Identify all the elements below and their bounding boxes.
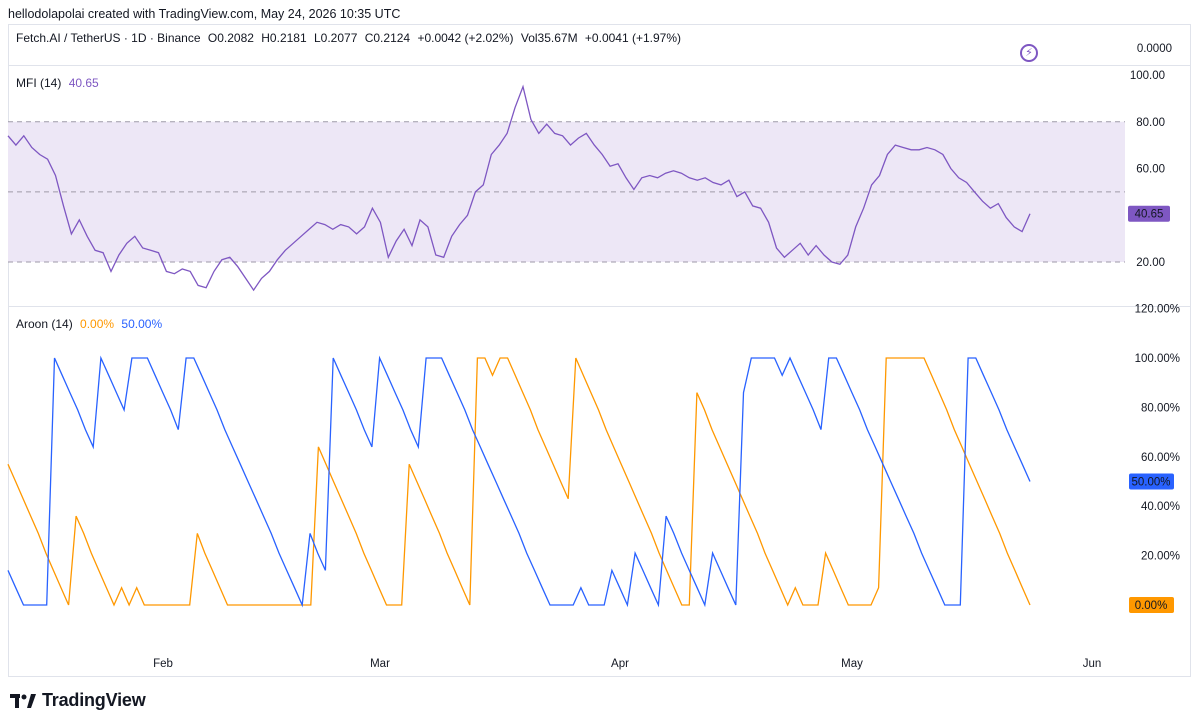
mfi-axis-tick: 60.00	[1136, 164, 1165, 176]
ohlc-close: C0.2124	[364, 31, 411, 45]
tradingview-logo-icon	[10, 692, 36, 710]
aroon-up-line	[7, 357, 1031, 607]
price-axis-label: 0.0000	[1137, 43, 1172, 55]
price-change: +0.0042 (+2.02%)	[417, 31, 514, 45]
chart-frame	[8, 24, 1191, 677]
time-axis-tick: Apr	[611, 658, 629, 670]
aroon-down-value: 50.00%	[121, 317, 163, 331]
pane-separator[interactable]	[8, 65, 1191, 66]
time-axis-tick: Jun	[1083, 658, 1102, 670]
mfi-price-tag-label: 40.65	[1135, 209, 1164, 221]
mfi-axis-tick: 100.00	[1130, 70, 1165, 82]
mfi-legend[interactable]: MFI (14) 40.65	[16, 76, 103, 90]
aroon-axis-tick: 80.00%	[1141, 402, 1180, 414]
mfi-price-tag	[1128, 205, 1170, 222]
mfi-value: 40.65	[68, 76, 99, 90]
pane-separator[interactable]	[8, 306, 1191, 307]
aroon-down-price-tag	[1129, 473, 1174, 490]
aroon-axis-tick: 100.00%	[1135, 353, 1180, 365]
mfi-axis-tick: 80.00	[1136, 117, 1165, 129]
volume: Vol35.67M	[520, 31, 578, 45]
mfi-line	[7, 84, 1031, 292]
volume-change: +0.0041 (+1.97%)	[584, 31, 681, 45]
aroon-axis-tick: 40.00%	[1141, 501, 1180, 513]
aroon-up-price-tag	[1129, 597, 1174, 613]
tradingview-logo[interactable]: TradingView	[10, 690, 146, 711]
ohlc-open: O0.2082	[207, 31, 254, 45]
aroon-down-line	[7, 355, 1031, 608]
ohlc-low: L0.2077	[313, 31, 358, 45]
chart-caption: hellodolapolai created with TradingView.…	[8, 7, 401, 21]
aroon-down-price-tag-label: 50.00%	[1131, 477, 1170, 489]
symbol-title[interactable]: Fetch.AI / TetherUS · 1D · Binance	[16, 31, 201, 45]
brand-name: TradingView	[42, 690, 146, 710]
aroon-up-value: 0.00%	[80, 317, 115, 331]
aroon-legend[interactable]: Aroon (14) 0.00% 50.00%	[16, 317, 166, 331]
mfi-title: MFI (14)	[16, 76, 62, 90]
aroon-axis-tick: 20.00%	[1141, 551, 1180, 563]
mfi-axis-tick: 20.00	[1136, 257, 1165, 269]
time-axis-tick: Feb	[153, 658, 173, 670]
aroon-axis-tick: 120.00%	[1135, 304, 1180, 316]
aroon-axis-tick: 60.00%	[1141, 452, 1180, 464]
time-axis-tick: May	[841, 658, 863, 670]
aroon-up-price-tag-label: 0.00%	[1135, 600, 1168, 612]
lightning-icon[interactable]: ⚡	[1020, 44, 1038, 62]
time-axis-tick: Mar	[370, 658, 390, 670]
ohlc-high: H0.2181	[261, 31, 307, 45]
aroon-title: Aroon (14)	[16, 317, 73, 331]
symbol-legend: Fetch.AI / TetherUS · 1D · Binance O0.20…	[16, 31, 685, 45]
